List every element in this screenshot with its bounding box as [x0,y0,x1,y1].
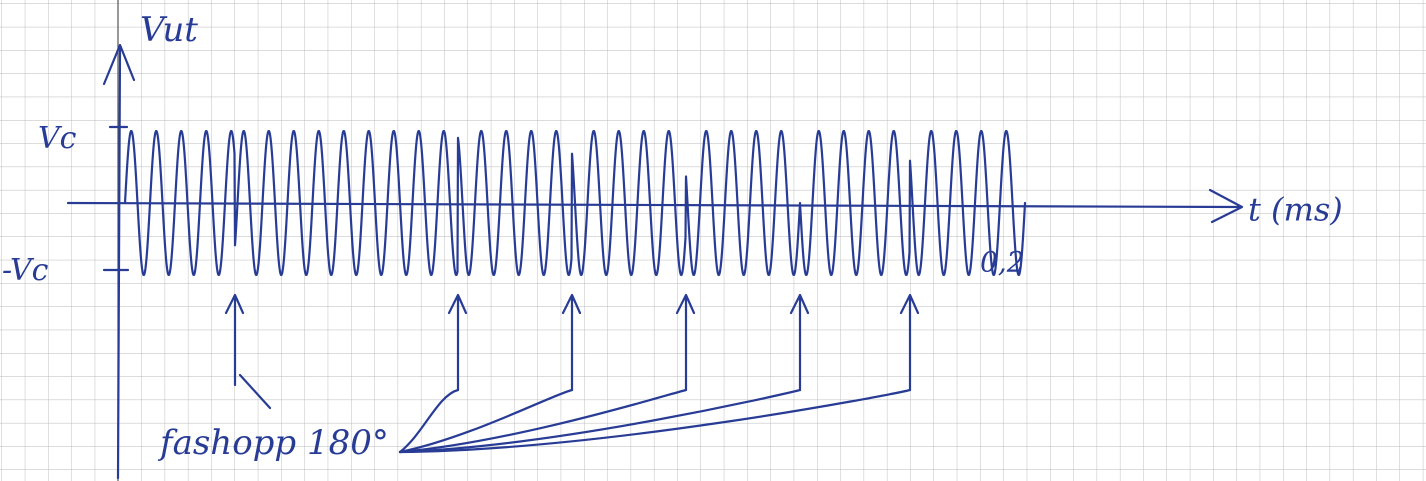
y-tick-label: Vc [38,121,77,156]
sketch: Vut Vc -Vc t (ms) 0,2 fashopp 180° [0,0,1426,481]
annotation: fashopp 180° [157,423,389,463]
y-axis-label: Vut [140,10,198,50]
y-tick-label: -Vc [2,253,49,288]
page: Vut Vc -Vc t (ms) 0,2 fashopp 180° (() =… [0,0,1426,481]
x-axis-label: t (ms) [1248,191,1343,229]
